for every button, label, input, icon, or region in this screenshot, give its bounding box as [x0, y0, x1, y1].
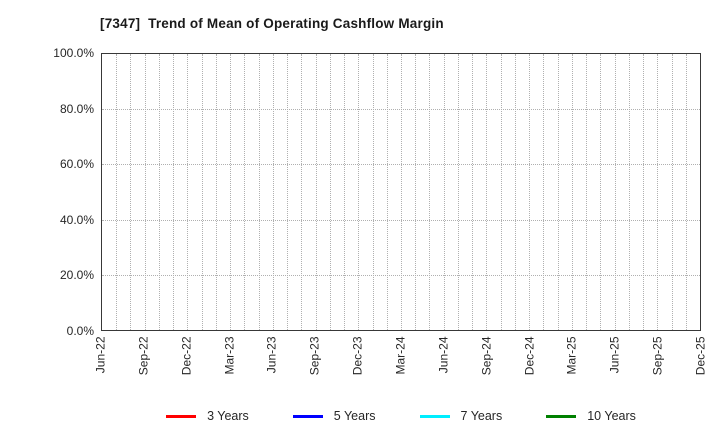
vertical-gridline [457, 54, 459, 330]
vertical-gridline [301, 54, 303, 330]
x-tick-label: Dec-23 [350, 336, 365, 376]
vertical-gridline [287, 54, 289, 330]
y-tick-label: 100.0% [53, 46, 94, 60]
x-tick-label: Dec-22 [179, 336, 194, 376]
legend-label: 3 Years [207, 409, 249, 423]
vertical-gridline [358, 54, 360, 330]
vertical-gridline [600, 54, 602, 330]
vertical-gridline [586, 54, 588, 330]
vertical-gridline [329, 54, 331, 330]
vertical-gridline [144, 54, 146, 330]
y-tick-label: 60.0% [59, 157, 94, 172]
vertical-gridline [130, 54, 132, 330]
x-tick-label: Jun-23 [264, 336, 279, 374]
chart-legend: 3 Years 5 Years 7 Years 10 Years [101, 405, 701, 427]
vertical-gridline [671, 54, 673, 330]
vertical-gridline [315, 54, 317, 330]
vertical-gridline [215, 54, 217, 330]
vertical-gridline [258, 54, 260, 330]
y-tick-label: 0.0% [66, 324, 94, 338]
x-tick-label: Mar-23 [222, 336, 237, 375]
vertical-gridline [187, 54, 189, 330]
vertical-gridline [401, 54, 402, 330]
legend-item: 10 Years [546, 409, 636, 423]
vertical-gridline [443, 54, 445, 330]
legend-label: 7 Years [460, 409, 503, 423]
legend-line-swatch [166, 414, 197, 418]
vertical-gridline [628, 54, 630, 330]
x-tick-label: Sep-24 [479, 336, 494, 376]
vertical-gridline [415, 54, 417, 330]
x-tick-label: Mar-25 [564, 336, 579, 375]
x-tick-label: Dec-24 [522, 336, 537, 376]
y-tick-label: 40.0% [59, 212, 94, 227]
legend-line-swatch [419, 414, 450, 418]
vertical-gridline [116, 54, 118, 330]
legend-label: 10 Years [587, 409, 636, 423]
vertical-gridline [201, 54, 203, 330]
x-tick-label: Jun-24 [436, 336, 451, 374]
vertical-gridline [557, 54, 559, 330]
vertical-gridline [344, 54, 346, 330]
legend-line-swatch [546, 414, 577, 418]
legend-label: 5 Years [333, 409, 376, 423]
vertical-gridline [500, 54, 502, 330]
vertical-gridline [472, 54, 474, 330]
vertical-gridline [685, 54, 687, 330]
vertical-gridline [230, 54, 232, 330]
legend-item: 7 Years [419, 409, 503, 423]
vertical-gridline [529, 54, 531, 330]
vertical-gridline [643, 54, 645, 330]
x-tick-label: Sep-23 [307, 336, 322, 376]
vertical-gridline [657, 54, 659, 330]
y-tick-label: 80.0% [59, 101, 94, 116]
x-tick-label: Jun-25 [607, 336, 622, 374]
vertical-gridline [244, 54, 246, 330]
x-tick-label: Jun-22 [93, 336, 108, 374]
legend-item: 5 Years [292, 409, 376, 423]
vertical-gridline [386, 54, 388, 330]
x-tick-label: Dec-25 [693, 336, 708, 376]
x-tick-label: Mar-24 [393, 336, 408, 375]
vertical-gridline [173, 54, 175, 330]
vertical-gridline [272, 54, 274, 330]
x-tick-label: Sep-22 [136, 336, 151, 376]
chart-title: [7347] Trend of Mean of Operating Cashfl… [100, 16, 444, 31]
vertical-gridline [486, 54, 488, 330]
vertical-gridline [543, 54, 545, 330]
vertical-gridline [571, 54, 573, 330]
legend-item: 3 Years [166, 409, 249, 423]
legend-line-swatch [292, 414, 323, 418]
vertical-gridline [372, 54, 374, 330]
x-tick-label: Sep-25 [650, 336, 665, 376]
vertical-gridline [429, 54, 431, 330]
vertical-gridline [158, 54, 160, 330]
plot-area [101, 53, 701, 331]
vertical-gridline [614, 54, 616, 330]
vertical-gridline [514, 54, 516, 330]
y-tick-label: 20.0% [59, 268, 94, 283]
